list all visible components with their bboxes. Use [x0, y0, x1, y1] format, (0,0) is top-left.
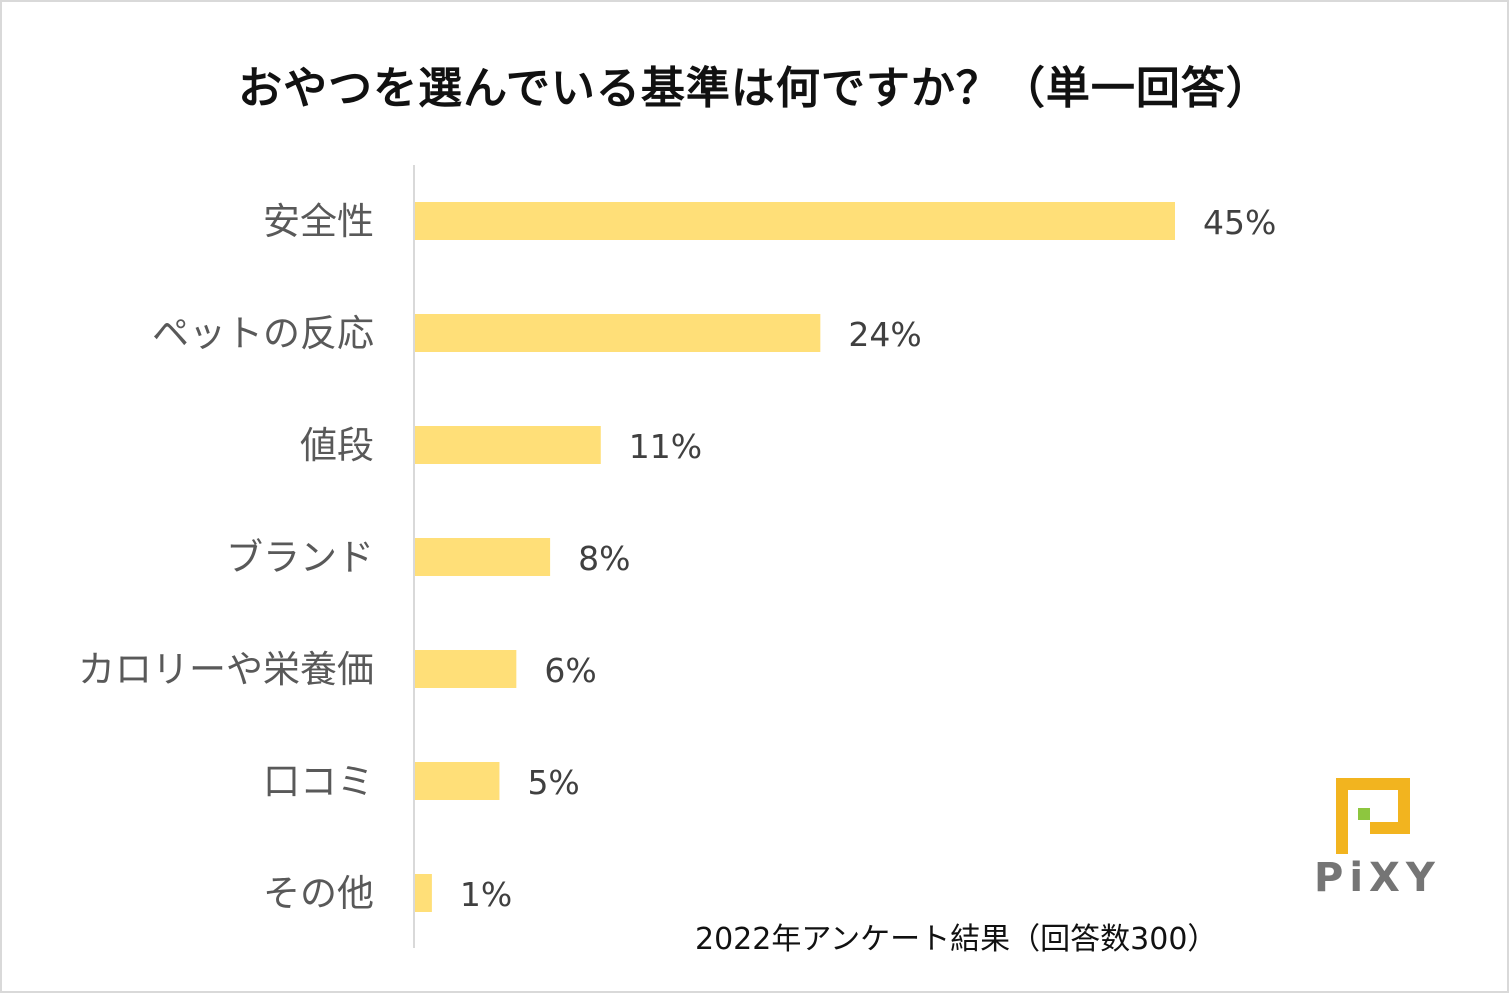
chart-title: おやつを選んでいる基準は何ですか？（単一回答）	[238, 63, 1271, 114]
category-label-3: 値段	[300, 424, 374, 467]
value-label-1: 45%	[1203, 203, 1276, 242]
value-label-7: 1%	[460, 875, 512, 914]
pixy-logo-icon	[1336, 778, 1410, 854]
category-label-4: ブランド	[226, 536, 374, 579]
value-label-3: 11%	[629, 427, 702, 466]
bar-6	[415, 762, 500, 800]
value-label-2: 24%	[848, 315, 921, 354]
category-label-6: 口コミ	[263, 760, 374, 803]
bar-5	[415, 650, 517, 688]
category-label-7: その他	[263, 872, 374, 915]
value-label-6: 5%	[527, 763, 579, 802]
bar-4	[415, 538, 551, 576]
category-label-5: カロリーや栄養価	[78, 648, 374, 691]
bar-2	[415, 314, 821, 352]
survey-footnote: 2022年アンケート結果（回答数300）	[695, 922, 1218, 957]
value-label-5: 6%	[544, 651, 596, 690]
bar-7	[415, 874, 432, 912]
bar-3	[415, 426, 601, 464]
logo-text: PiXY	[1314, 855, 1441, 901]
bar-1	[415, 202, 1175, 240]
value-label-4: 8%	[578, 539, 630, 578]
category-label-1: 安全性	[263, 200, 374, 243]
category-label-2: ペットの反応	[152, 312, 374, 355]
